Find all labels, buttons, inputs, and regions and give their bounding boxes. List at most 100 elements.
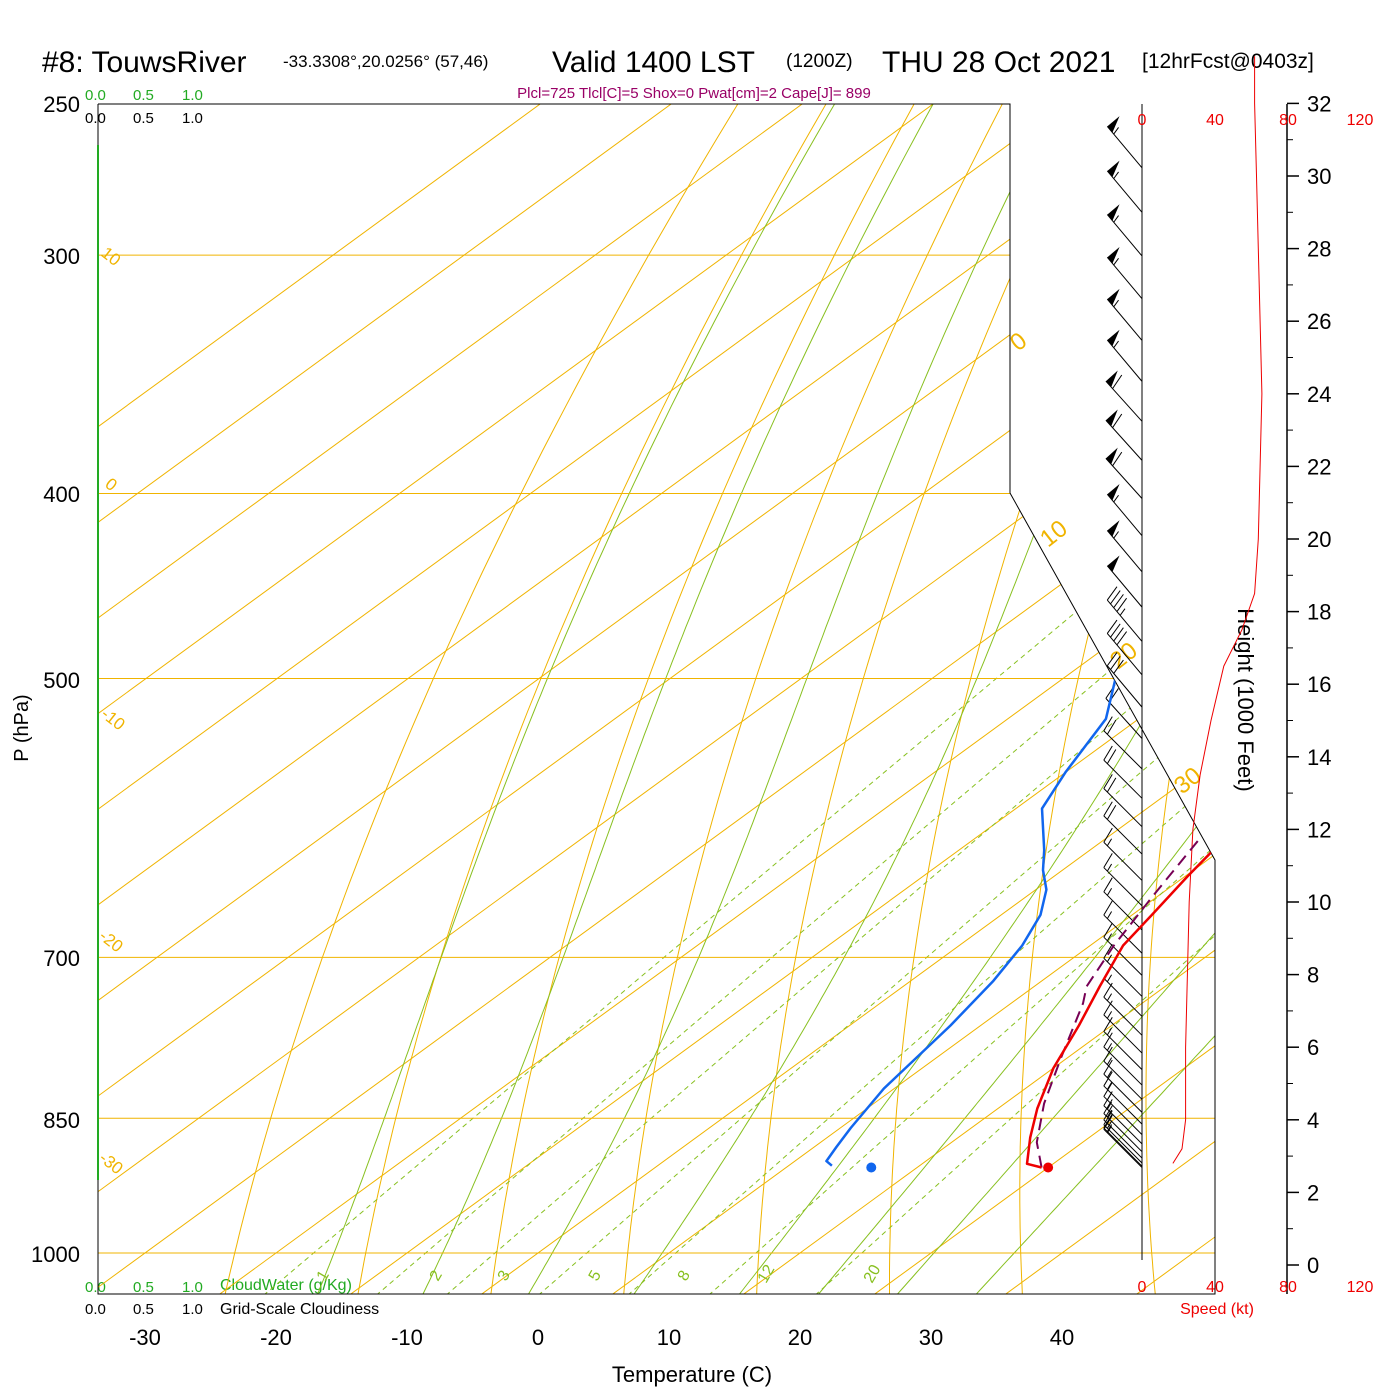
wind-barb xyxy=(1106,204,1143,257)
barb-flag xyxy=(1106,619,1118,634)
barb-staff xyxy=(1106,599,1143,642)
background-grid xyxy=(98,0,1400,1301)
barb-flag xyxy=(1112,413,1123,428)
wind-barb xyxy=(1103,1017,1143,1070)
wind-speed-layer xyxy=(1172,56,1263,1164)
barb-staff xyxy=(1103,977,1143,1017)
dry-adiabat-line xyxy=(622,104,1060,1294)
barb-flag xyxy=(1103,853,1113,868)
wind-barb xyxy=(1106,586,1143,642)
isotherm-line xyxy=(98,104,1215,1294)
mixing-ratio-label: 8 xyxy=(675,1268,694,1284)
isotherm-line xyxy=(1126,104,1215,1294)
isotherm-line xyxy=(98,104,1215,1294)
isotherm-line xyxy=(98,104,686,1294)
temperature-tick-label: 40 xyxy=(1050,1325,1074,1350)
barb-flag xyxy=(1103,1059,1113,1075)
dry-adiabat-line xyxy=(1387,0,1400,1301)
mixing-ratio-label: 5 xyxy=(586,1268,605,1284)
barb-pennant xyxy=(1107,555,1120,572)
wind-barb xyxy=(1103,943,1143,997)
height-tick-label: 22 xyxy=(1307,454,1331,479)
speed-axis: 0 40 80 120 0 40 80 120 Speed (kt) xyxy=(1138,112,1374,1318)
barb-flag xyxy=(1103,900,1113,916)
station-coords: -33.3308°,20.0256° (57,46) xyxy=(283,52,488,71)
barb-staff xyxy=(1103,1046,1143,1086)
barb-half-flag xyxy=(1113,340,1119,348)
temperature-tick-label: 20 xyxy=(788,1325,812,1350)
pressure-tick-label: 850 xyxy=(43,1108,80,1133)
pressure-tick-label: 250 xyxy=(43,92,80,117)
barb-flag xyxy=(1103,1082,1113,1097)
barb-staff xyxy=(1106,256,1143,300)
barb-half-flag xyxy=(1106,1070,1113,1078)
barb-half-flag xyxy=(1113,494,1119,503)
wind-barb xyxy=(1106,520,1143,573)
barb-staff xyxy=(1106,633,1143,676)
wind-barb xyxy=(1103,1099,1143,1153)
mixing-ratio-label: 20 xyxy=(861,1262,885,1286)
cloud-scale-top-green-2: 1.0 xyxy=(182,87,203,104)
isotherm-line xyxy=(98,104,1210,1294)
forecast-label: [12hrFcst@0403z] xyxy=(1142,50,1314,73)
speed-tick-bottom: 80 xyxy=(1279,1279,1297,1296)
wind-barb xyxy=(1103,801,1143,855)
pressure-tick-label: 300 xyxy=(43,244,80,269)
barb-half-flag xyxy=(1113,215,1119,223)
height-tick-label: 18 xyxy=(1307,600,1331,625)
barb-staff xyxy=(1103,1031,1143,1070)
barb-flag xyxy=(1116,597,1128,612)
speed-tick-top: 0 xyxy=(1138,112,1147,129)
temperature-tick-label: -10 xyxy=(391,1325,423,1350)
barb-flag xyxy=(1103,745,1113,761)
barb-half-flag xyxy=(1106,1109,1113,1118)
cloud-scale-bottom-black-2: 1.0 xyxy=(182,1301,203,1318)
barb-flag xyxy=(1113,659,1124,674)
isotherm-labels: 10 0 -10 -20 -30 0 10 20 30 xyxy=(96,243,1207,1178)
wind-barb xyxy=(1103,774,1143,828)
mixing-ratio-line xyxy=(531,493,1215,1294)
moist-adiabat-line xyxy=(733,104,1215,1294)
station-title: #8: TouwsRiver xyxy=(42,46,247,79)
isotherm-label: 10 xyxy=(98,243,125,270)
barb-staff xyxy=(1103,957,1143,997)
barb-staff xyxy=(1106,214,1143,257)
barb-flag xyxy=(1103,827,1113,843)
dry-adiabat-line xyxy=(1145,104,1215,1294)
barb-staff xyxy=(1106,565,1143,608)
barb-flag xyxy=(1106,652,1118,667)
wind-barb xyxy=(1103,716,1143,770)
barb-flag xyxy=(1103,1105,1113,1121)
barb-half-flag xyxy=(1113,299,1119,308)
dry-adiabat-line xyxy=(755,104,1145,1294)
height-axis-title: Height (1000 Feet) xyxy=(1233,608,1258,791)
isotherm-label: -10 xyxy=(98,704,129,734)
wind-barb xyxy=(1103,922,1143,976)
cloud-scale-top-black-1: 0.5 xyxy=(133,110,154,127)
barb-half-flag xyxy=(1106,1057,1113,1065)
moist-adiabat-line xyxy=(969,104,1215,1294)
barb-flag xyxy=(1106,777,1117,793)
sounding-indices: Plcl=725 Tlcl[C]=5 Shox=0 Pwat[cm]=2 Cap… xyxy=(517,85,871,102)
cloud-scale-bottom-black-0: 0.0 xyxy=(85,1301,106,1318)
height-tick-label: 6 xyxy=(1307,1035,1319,1060)
temperature-tick-label: 30 xyxy=(919,1325,943,1350)
wind-barbs xyxy=(1103,116,1143,1168)
moist-adiabat-line xyxy=(890,104,1215,1294)
barb-pennant xyxy=(1107,160,1120,178)
barb-half-flag xyxy=(1113,127,1119,135)
barb-staff xyxy=(1103,996,1143,1036)
speed-axis-title: Speed (kt) xyxy=(1180,1301,1254,1318)
isotherm-line xyxy=(733,104,1215,1294)
mixing-ratio-line xyxy=(368,493,1215,1294)
height-tick-label: 24 xyxy=(1307,382,1331,407)
isotherm-line xyxy=(98,104,948,1294)
barb-flag xyxy=(1103,943,1113,959)
speed-tick-bottom: 40 xyxy=(1206,1279,1224,1296)
pressure-axis: 250 300 400 500 700 850 1000 P (hPa) xyxy=(11,92,80,1267)
barb-pennant xyxy=(1105,409,1118,427)
moist-adiabat-line xyxy=(628,104,1215,1294)
height-tick-label: 30 xyxy=(1307,164,1331,189)
isotherm-label: -20 xyxy=(96,926,127,956)
barb-half-flag xyxy=(1106,1043,1113,1051)
